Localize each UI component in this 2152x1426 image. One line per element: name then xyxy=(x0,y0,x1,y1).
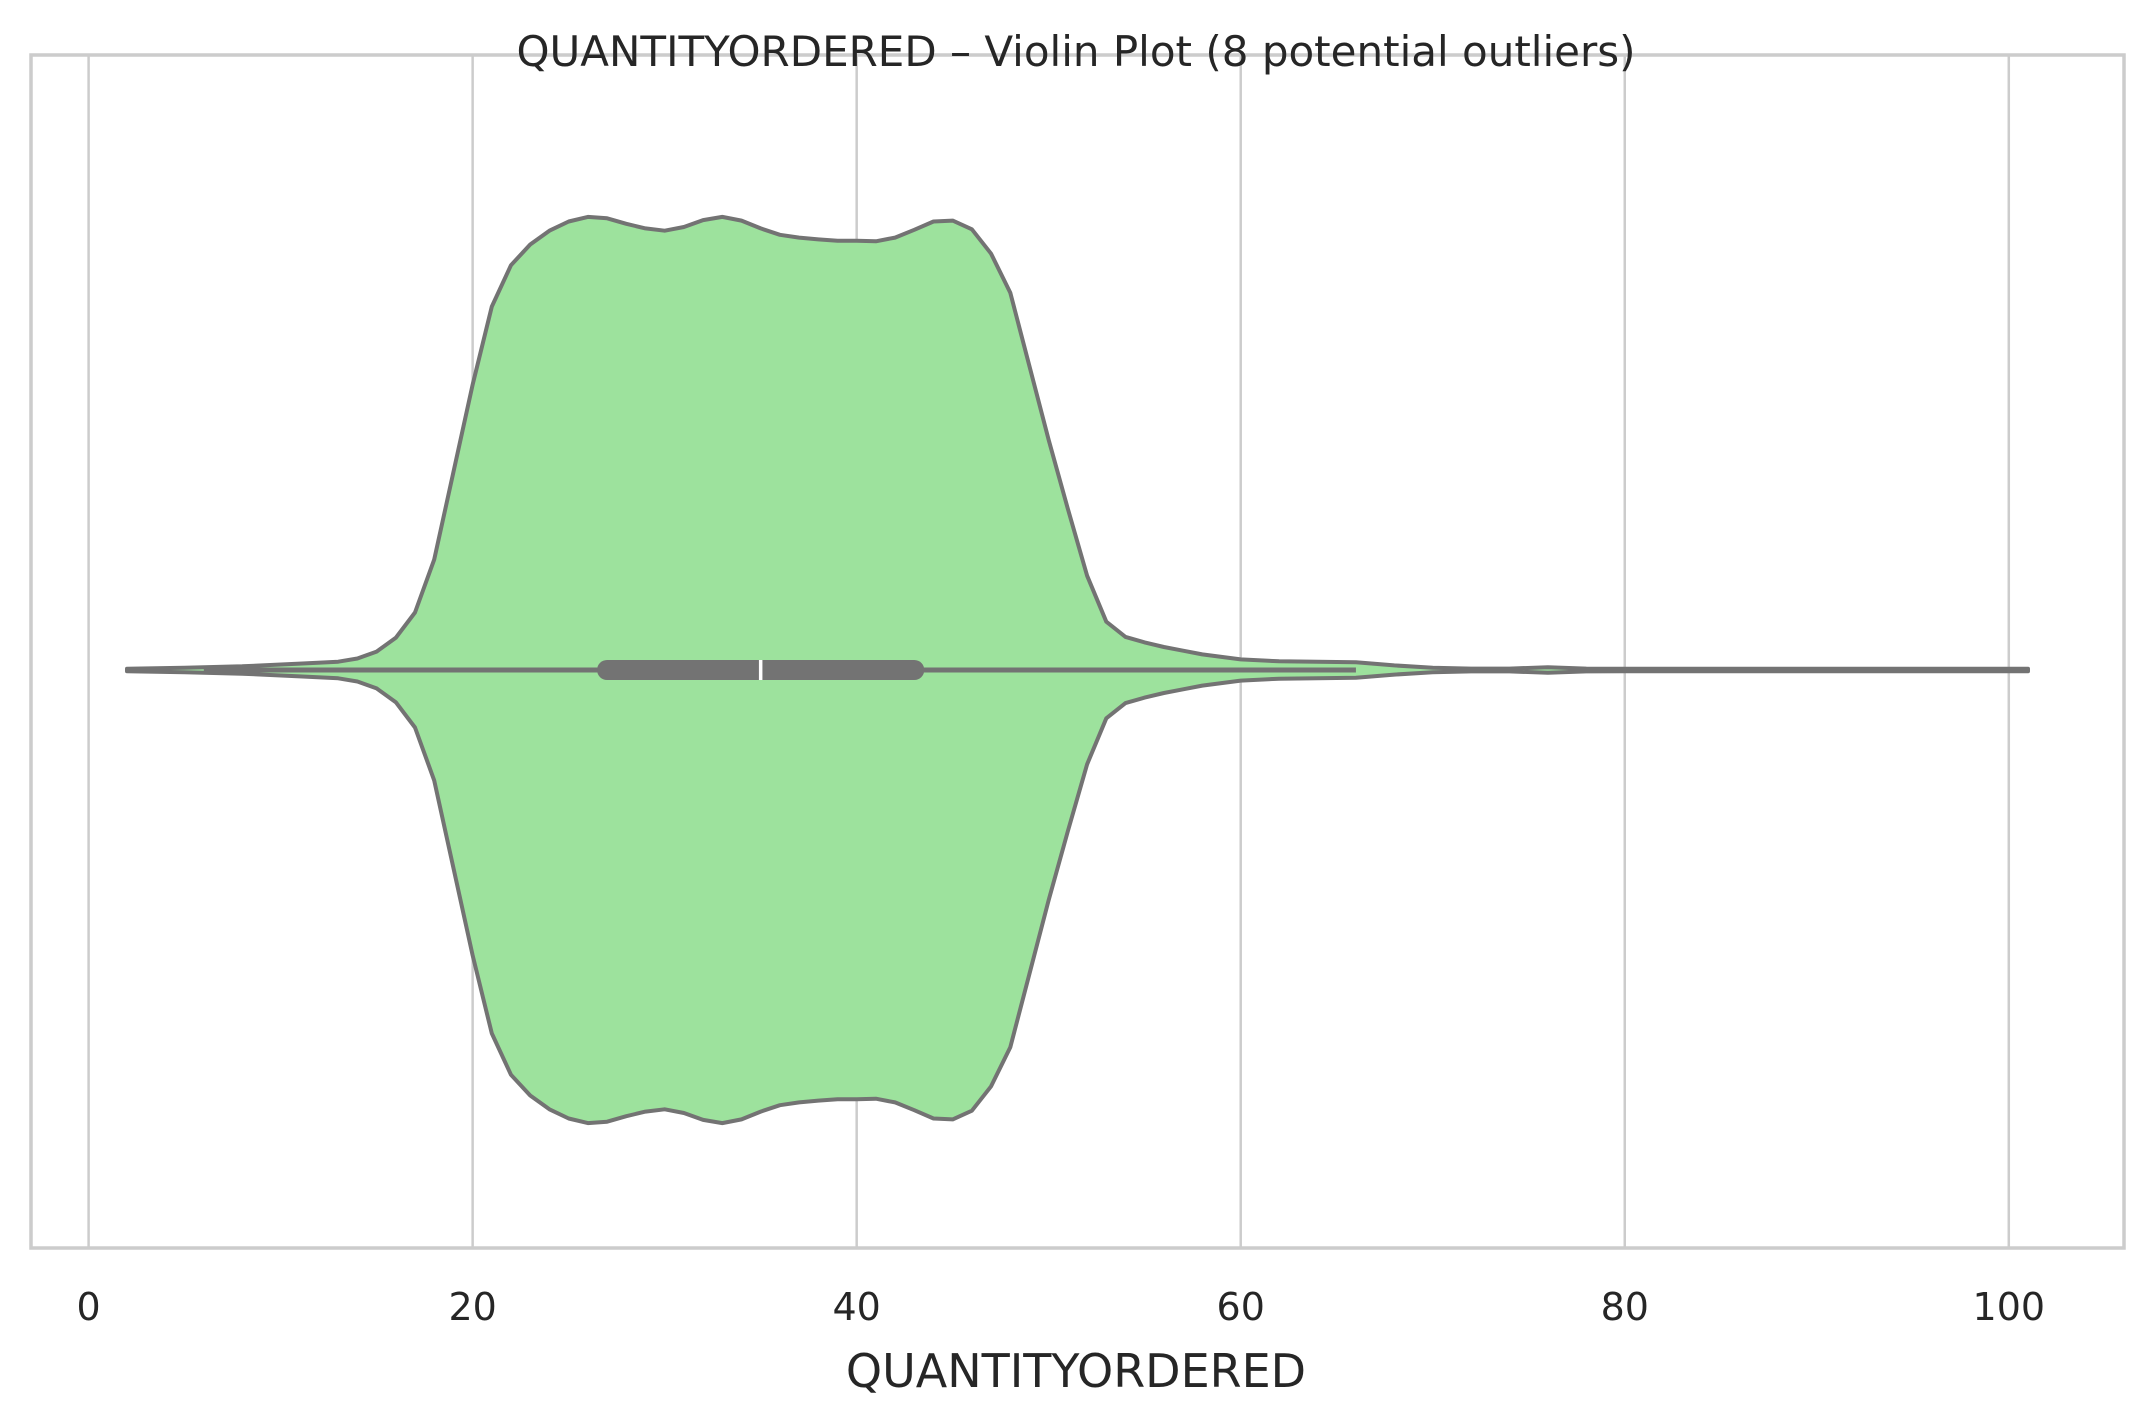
x-axis-label: QUANTITYORDERED xyxy=(846,1344,1306,1398)
x-axis-ticks: 0 20 40 60 80 100 xyxy=(77,1285,2046,1329)
plot-frame xyxy=(29,53,2126,1250)
x-tick-label-0: 0 xyxy=(77,1285,101,1329)
x-tick-label-60: 60 xyxy=(1217,1285,1265,1329)
x-tick-label-100: 100 xyxy=(1973,1285,2046,1329)
x-tick-label-80: 80 xyxy=(1601,1285,1649,1329)
x-tick-label-40: 40 xyxy=(832,1285,880,1329)
chart-title: QUANTITYORDERED – Violin Plot (8 potenti… xyxy=(516,27,1635,76)
x-tick-label-20: 20 xyxy=(448,1285,496,1329)
inner-boxplot xyxy=(203,660,1356,680)
